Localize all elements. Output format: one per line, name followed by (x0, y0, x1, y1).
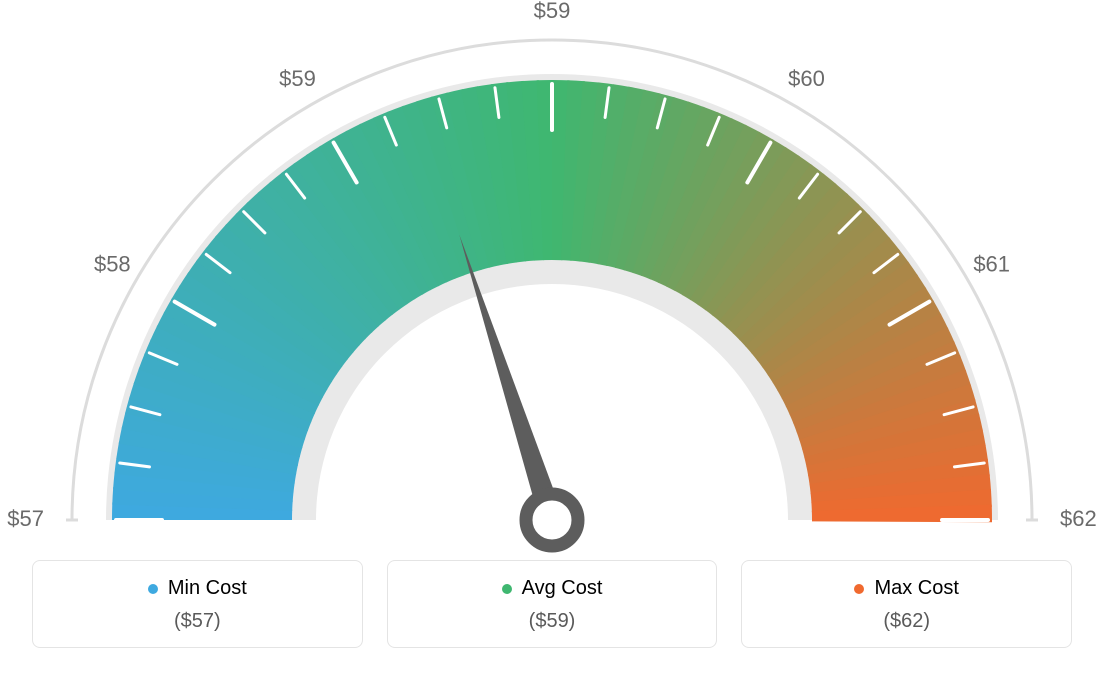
gauge-tick-label: $59 (534, 0, 571, 23)
legend-value-min: ($57) (33, 610, 362, 633)
legend-value-avg: ($59) (388, 610, 717, 633)
legend-card-max: Max Cost ($62) (741, 560, 1072, 648)
legend-card-min: Min Cost ($57) (32, 560, 363, 648)
gauge-tick-label: $57 (7, 506, 44, 531)
gauge-tick-label: $60 (788, 66, 825, 91)
gauge-tick-label: $58 (94, 251, 131, 276)
gauge-tick-label: $62 (1060, 506, 1097, 531)
legend-dot-avg (502, 584, 512, 594)
legend-label-min: Min Cost (168, 577, 247, 600)
legend-label-max: Max Cost (874, 577, 958, 600)
legend-label-avg: Avg Cost (522, 577, 603, 600)
legend-dot-min (148, 584, 158, 594)
gauge-hub (526, 494, 578, 546)
legend-row: Min Cost ($57) Avg Cost ($59) Max Cost (… (0, 560, 1104, 648)
gauge-chart: $57 $58 $59 $59 $60 $61 $62 (0, 0, 1104, 560)
legend-dot-max (854, 584, 864, 594)
legend-value-max: ($62) (742, 610, 1071, 633)
gauge-tick-label: $61 (973, 251, 1010, 276)
gauge-tick-label: $59 (279, 66, 316, 91)
legend-card-avg: Avg Cost ($59) (387, 560, 718, 648)
